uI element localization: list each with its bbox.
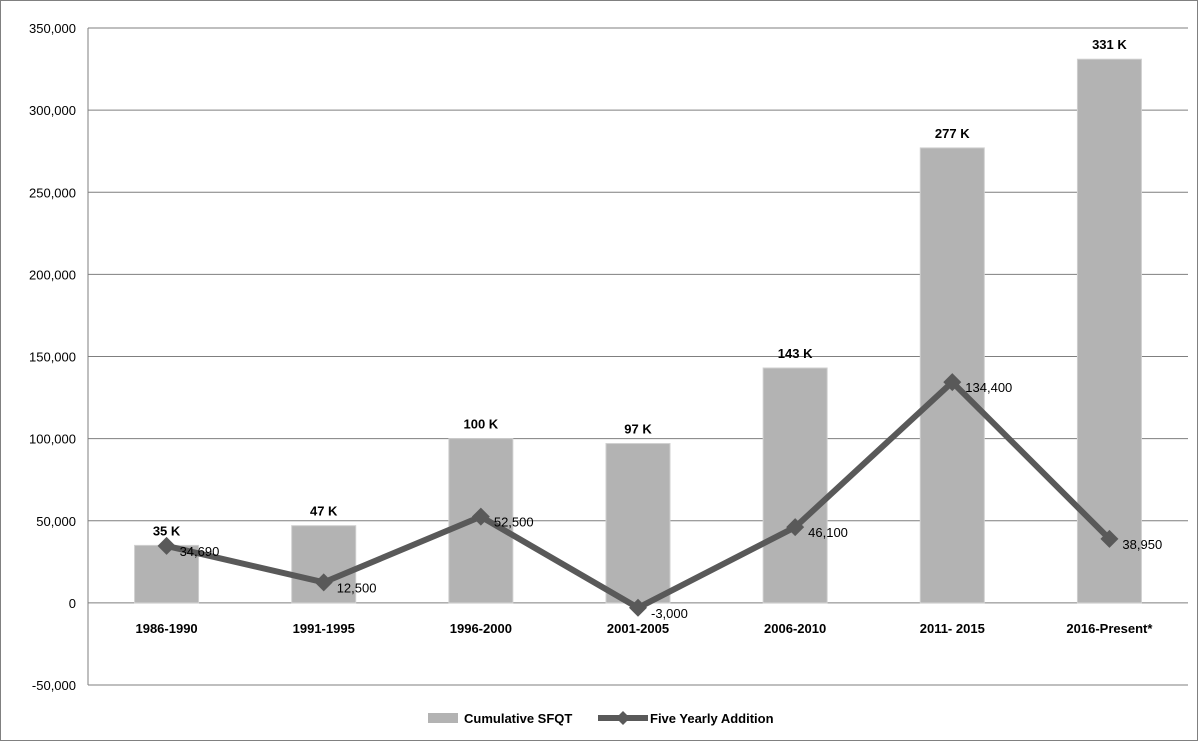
x-tick-label: 2006-2010 — [764, 621, 826, 636]
line-data-label: -3,000 — [651, 606, 688, 621]
line-data-label: 134,400 — [965, 380, 1012, 395]
line-marker — [471, 507, 490, 526]
legend-swatch-marker — [616, 711, 630, 725]
y-tick-label: 0 — [69, 596, 76, 611]
bar-data-label: 143 K — [778, 346, 813, 361]
bar-data-label: 47 K — [310, 504, 338, 519]
line-marker — [1100, 529, 1119, 548]
x-tick-label: 2011- 2015 — [920, 621, 985, 636]
line-marker — [314, 573, 333, 592]
line-data-label: 12,500 — [337, 580, 377, 595]
y-tick-label: 300,000 — [29, 103, 76, 118]
bar-data-label: 97 K — [624, 422, 652, 437]
y-tick-label: 150,000 — [29, 350, 76, 365]
bar-data-label: 277 K — [935, 126, 970, 141]
bar — [1076, 58, 1142, 604]
y-axis: -50,000 0 50,000 100,000 150,000 200,000 250,0… — [29, 21, 89, 693]
line-marker — [629, 598, 647, 617]
y-tick-label: 100,000 — [29, 432, 76, 447]
legend-swatch-bar — [428, 713, 458, 723]
line-series: 34,690 12,500 52,500 -3,000 46,100 134,400 38,… — [157, 373, 1162, 621]
bar — [134, 544, 200, 604]
y-tick-label: 50,000 — [36, 514, 76, 529]
y-tick-label: 250,000 — [29, 185, 76, 200]
legend-label: Cumulative SFQT — [464, 711, 572, 726]
line-marker — [943, 373, 962, 392]
x-tick-label: 1986-1990 — [135, 621, 197, 636]
legend: Cumulative SFQT Five Yearly Addition — [428, 711, 774, 726]
bar — [605, 443, 671, 604]
legend-label: Five Yearly Addition — [650, 711, 774, 726]
gridlines — [88, 27, 1188, 686]
line-marker — [157, 536, 176, 555]
y-tick-label: -50,000 — [32, 678, 76, 693]
line-data-label: 46,100 — [808, 525, 848, 540]
bar-data-label: 35 K — [153, 523, 181, 538]
line-data-label: 38,950 — [1122, 537, 1162, 552]
y-tick-label: 200,000 — [29, 267, 76, 282]
bar — [762, 367, 828, 604]
line-data-label: 52,500 — [494, 515, 534, 530]
x-axis: 1986-1990 1991-1995 1996-2000 2001-2005 2006… — [135, 621, 1153, 636]
bar-data-label: 331 K — [1092, 37, 1127, 52]
x-tick-label: 1996-2000 — [450, 621, 512, 636]
x-tick-label: 2016-Present* — [1066, 621, 1153, 636]
bar-data-label: 100 K — [464, 417, 499, 432]
line-marker — [786, 518, 805, 537]
x-tick-label: 2001-2005 — [607, 621, 669, 636]
line-data-label: 34,690 — [180, 544, 220, 559]
y-tick-label: 350,000 — [29, 21, 76, 36]
x-tick-label: 1991-1995 — [293, 621, 355, 636]
